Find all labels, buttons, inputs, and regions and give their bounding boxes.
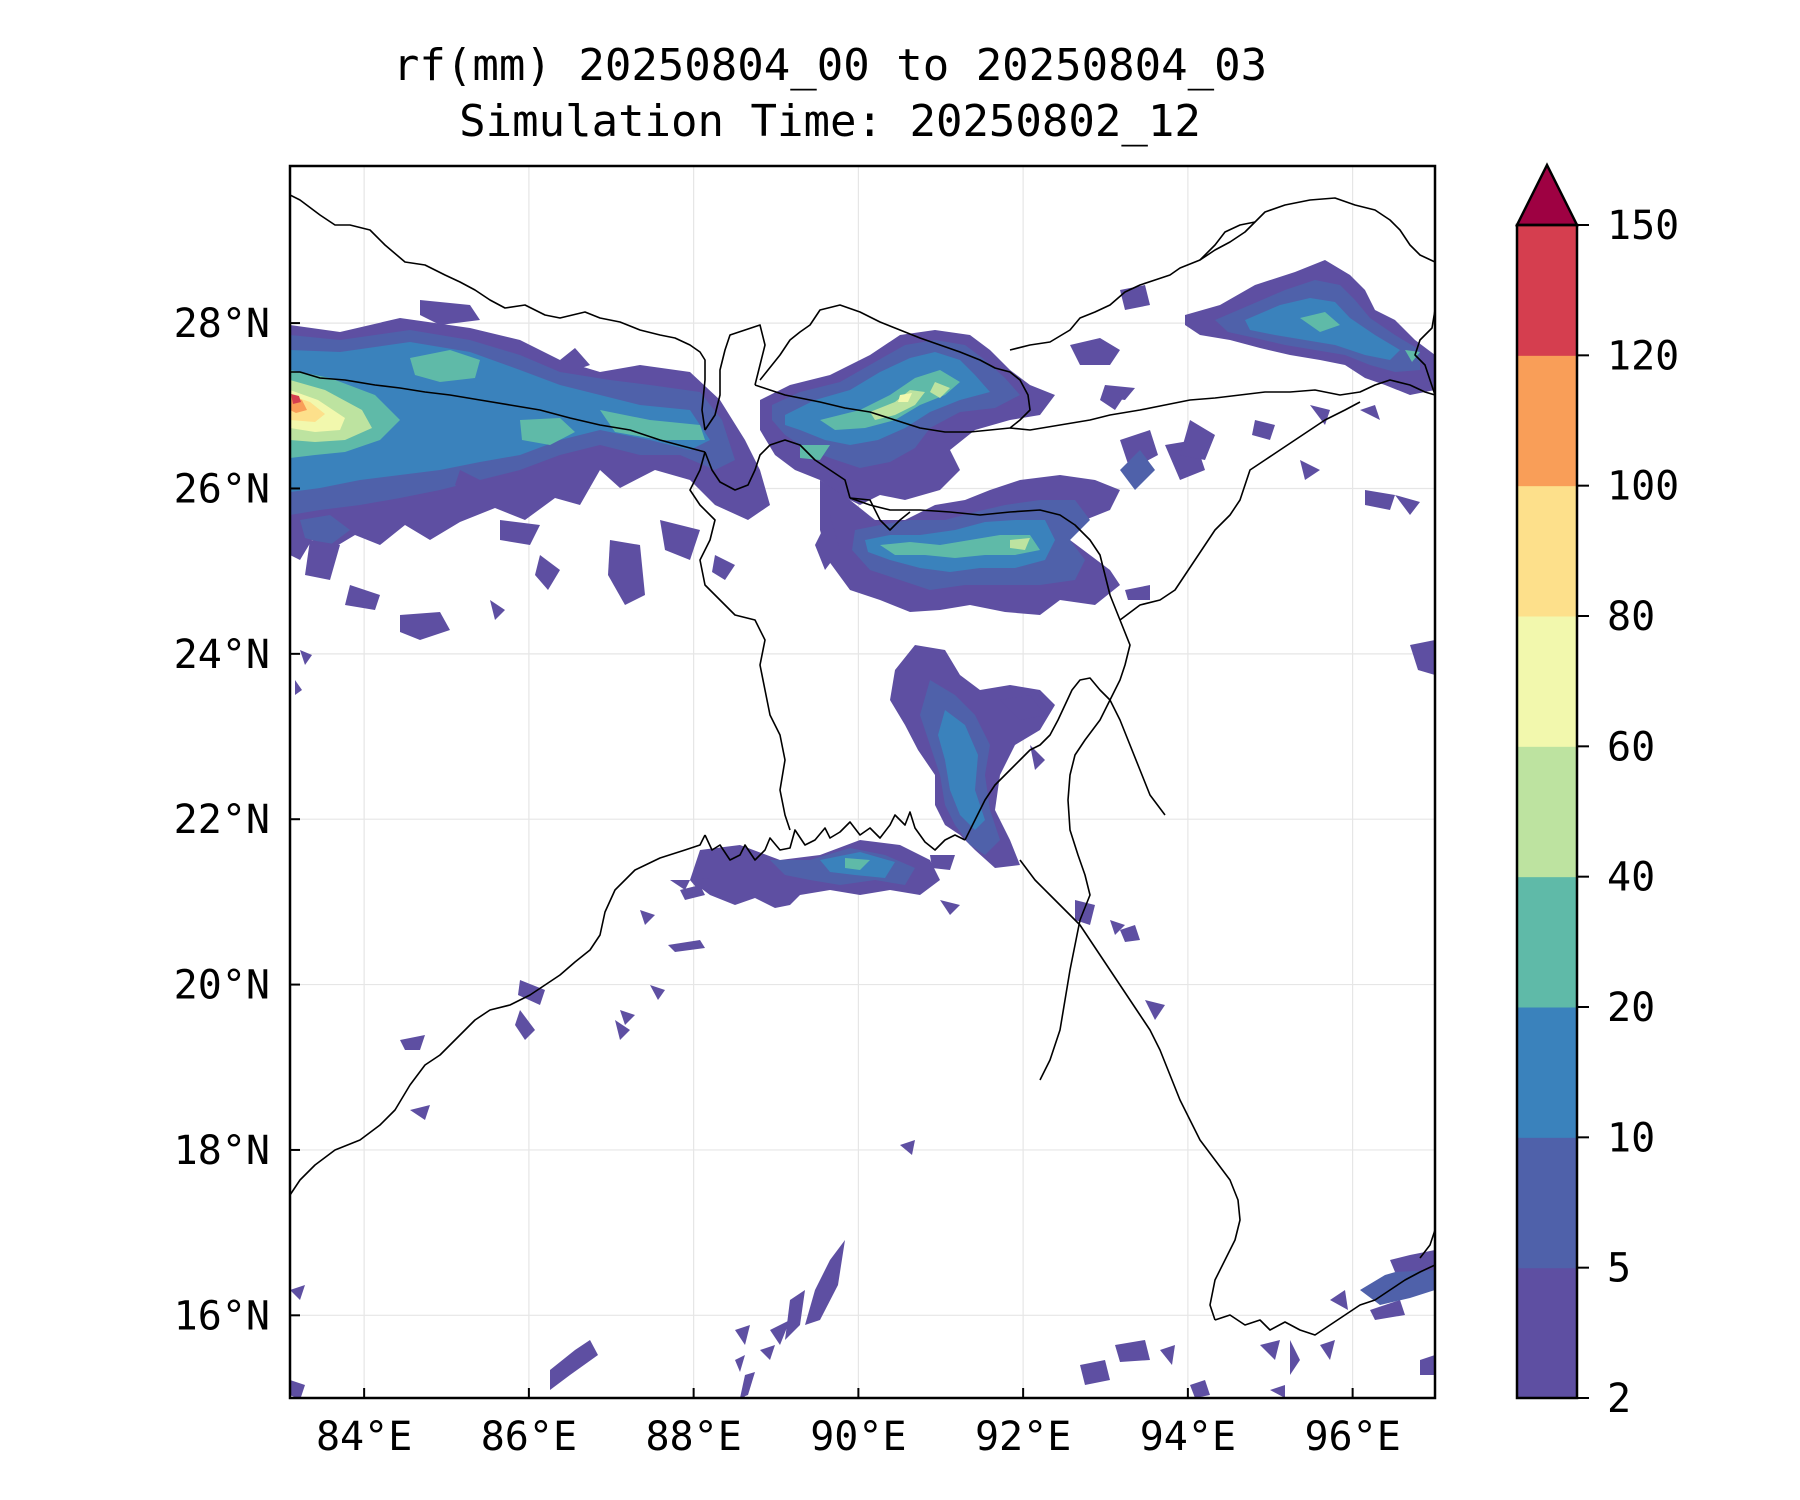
lat-tick-label: 18°N [174,1128,270,1174]
rain-band-meghalaya [815,475,1150,615]
rain-band-bhutan [760,330,1205,505]
lon-tick-label: 94°E [1140,1414,1236,1460]
border-arunachal-inner [1199,221,1256,261]
colorbar-segment [1517,876,1577,1008]
coastline-india-east [290,834,706,1196]
colorbar-segment [1517,1137,1577,1269]
colorbar-tick-label: 5 [1607,1246,1631,1292]
coastline-myanmar [1019,859,1241,1321]
colorbar-tick-label: 20 [1607,985,1655,1031]
lon-tick-label: 84°E [316,1414,412,1460]
coastline-chittagong [964,677,1166,841]
colorbar-tick-label: 150 [1607,203,1679,249]
colorbar-tick-label: 100 [1607,464,1679,510]
coastline-tenasserim [1419,1229,1435,1259]
lat-tick-label: 24°N [174,632,270,678]
lat-tick-label: 20°N [174,963,270,1009]
lat-tick-label: 22°N [174,797,270,843]
colorbar-segment [1517,1267,1577,1399]
border-mizoram [1039,919,1081,1081]
lon-tick-label: 92°E [975,1414,1071,1460]
colorbar-tick-label: 80 [1607,594,1655,640]
colorbar-tick-label: 2 [1607,1376,1631,1422]
border-myanmar-east [1119,401,1361,621]
chart-title: rf(mm) 20250804_00 to 20250804_03 Simula… [0,38,1660,150]
colorbar-frame [1515,223,1579,1400]
lon-tick-label: 86°E [481,1414,577,1460]
border-sikkim [704,324,766,431]
rain-band-sundarbans [670,840,960,915]
colorbar-extend-arrow [1514,162,1580,227]
coastline-sundarbans [704,811,966,861]
lat-tick-label: 26°N [174,466,270,512]
colorbar-segment [1517,746,1577,878]
title-line-2: Simulation Time: 20250802_12 [459,96,1201,147]
colorbar-segment [1517,616,1577,747]
border-bhutan [754,304,1031,433]
rain-band-western [290,300,770,695]
colorbar-segment [1517,355,1577,487]
border-arunachal [1009,197,1435,351]
colorbar-segment [1517,485,1577,617]
lon-tick-label: 88°E [645,1414,741,1460]
map-frame [288,164,1437,1400]
border-india-nepal [290,371,706,453]
colorbar-tick-label: 40 [1607,855,1655,901]
rain-band-chittagong [890,645,1165,1020]
border-assam-lowland [1009,379,1435,431]
colorbar: 2 5 10 20 40 60 80 100 120 150 [1514,162,1679,1422]
colorbar-segment [1517,225,1577,356]
border-nepal-north [290,194,706,431]
colorbar-tick-label: 120 [1607,333,1679,379]
rain-cells-bay [290,878,1435,1398]
lat-tick-label: 28°N [174,301,270,347]
colorbar-segment [1517,1007,1577,1138]
rainfall-field [290,260,1435,1398]
border-myanmar-north [1414,309,1435,396]
map-axes: 84°E 86°E 88°E 90°E 92°E 94°E 96°E 16°N 18°N 20°N… [174,301,1401,1460]
map-area [290,166,1435,1398]
rain-band-northeast [1100,260,1435,675]
lon-tick-label: 90°E [810,1414,906,1460]
border-bangladesh-west2 [689,451,791,831]
border-bangladesh-west [704,439,851,499]
lon-tick-label: 96°E [1304,1414,1400,1460]
lat-tick-label: 16°N [174,1293,270,1339]
coastline-irrawaddy [1214,1264,1435,1336]
border-meghalaya-south [849,497,911,531]
colorbar-tick-label: 60 [1607,724,1655,770]
title-line-1: rf(mm) 20250804_00 to 20250804_03 [392,40,1268,91]
coastlines-borders [290,194,1435,1336]
colorbar-tick-label: 10 [1607,1115,1655,1161]
